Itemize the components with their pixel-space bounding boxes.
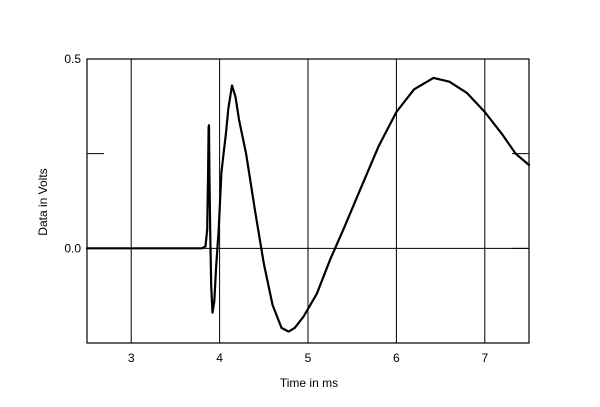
plot-frame bbox=[86, 58, 530, 344]
x-tick-label-4: 4 bbox=[216, 351, 223, 365]
x-axis-label: Time in ms bbox=[280, 376, 338, 390]
series-line-0 bbox=[85, 76, 531, 333]
x-tick-label-7: 7 bbox=[481, 351, 488, 365]
y-tick-label-0.0: 0.0 bbox=[64, 241, 81, 255]
x-tick-label-6: 6 bbox=[393, 351, 400, 365]
y-tick-label-0.5: 0.5 bbox=[64, 52, 81, 66]
plot-area-border bbox=[86, 58, 530, 344]
y-axis-label: Data in Volts bbox=[36, 168, 50, 235]
series-layer bbox=[85, 76, 531, 333]
x-tick-label-3: 3 bbox=[128, 351, 135, 365]
grid-lines bbox=[87, 59, 529, 343]
x-tick-label-5: 5 bbox=[305, 351, 312, 365]
tick-labels: 3 4 5 6 7 0.0 0.5 bbox=[64, 52, 488, 365]
axis-ticks bbox=[87, 58, 529, 249]
